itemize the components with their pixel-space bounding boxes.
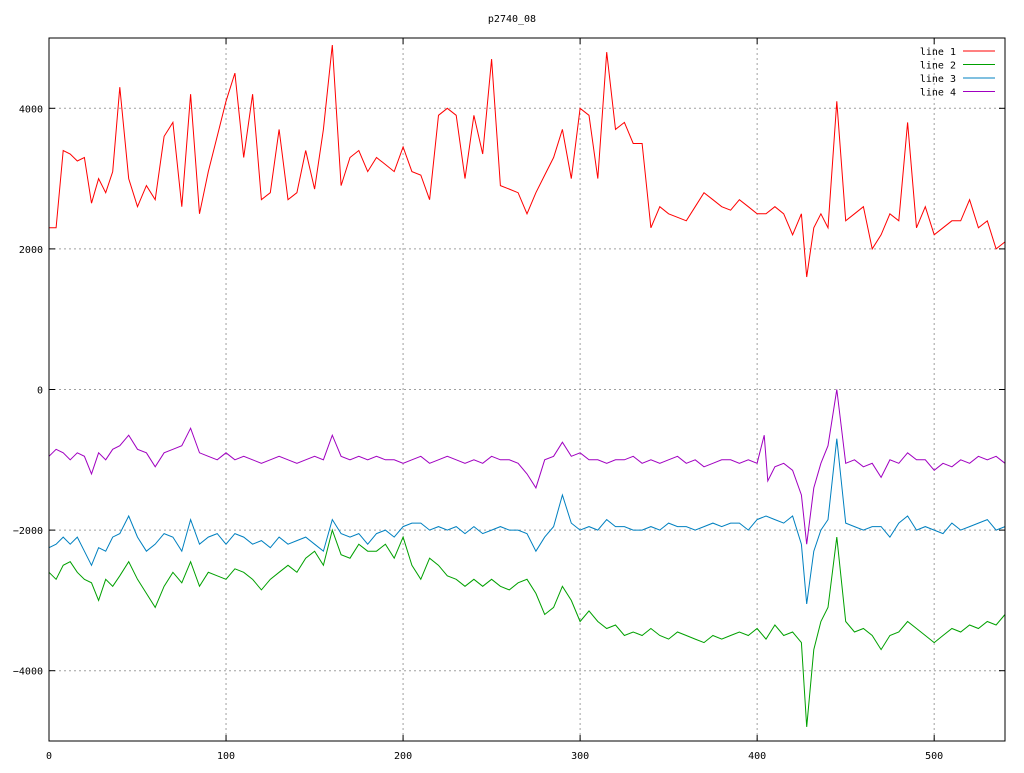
series-line-3 xyxy=(48,438,1006,604)
axes: 0 100 200 300 400 500 −4000 −2000 0 2000 4000 xyxy=(13,38,1005,762)
legend-label-4: line 4 xyxy=(920,88,956,99)
chart-title: p2740_08 xyxy=(488,14,536,25)
y-tick-label: 0 xyxy=(37,386,43,397)
y-tick-label: −2000 xyxy=(13,526,43,537)
x-tick-label: 200 xyxy=(394,751,412,762)
y-tick-label: −4000 xyxy=(13,667,43,678)
series-group xyxy=(48,44,1006,727)
series-line-4 xyxy=(48,389,1006,545)
x-tick-label: 400 xyxy=(748,751,766,762)
x-tick-label: 300 xyxy=(571,751,589,762)
y-tick-label: 2000 xyxy=(19,245,43,256)
x-tick-label: 500 xyxy=(925,751,943,762)
series-line-1 xyxy=(49,44,1006,278)
x-tick-label: 0 xyxy=(46,751,52,762)
legend-label-3: line 3 xyxy=(920,74,956,85)
grid xyxy=(49,38,1005,741)
legend-label-2: line 2 xyxy=(920,61,956,72)
legend-label-1: line 1 xyxy=(920,47,956,58)
series-line-2 xyxy=(48,528,1006,727)
plot-area-border xyxy=(48,37,1006,742)
legend: line 1 line 2 line 3 line 4 xyxy=(920,47,995,99)
x-tick-label: 100 xyxy=(217,751,235,762)
y-tick-label: 4000 xyxy=(19,104,43,115)
